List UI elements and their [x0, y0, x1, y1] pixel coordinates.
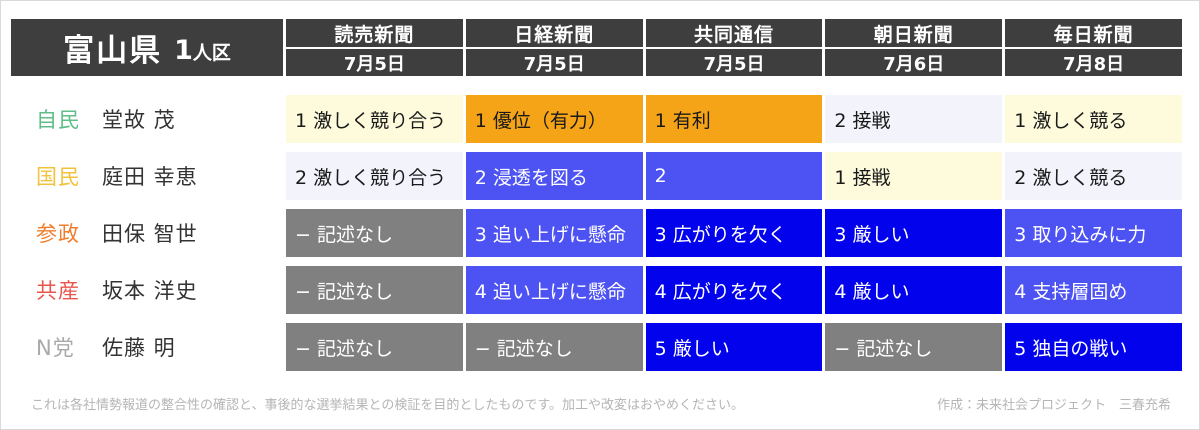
party-label: 国民	[36, 165, 80, 189]
paper-name: 毎日新聞	[1005, 19, 1182, 47]
prefecture-name: 富山県	[63, 33, 163, 69]
rating-cell: 4 厳しい	[825, 266, 1003, 314]
rating-cell: − 記述なし	[286, 266, 463, 314]
survey-date: 7月5日	[286, 49, 463, 76]
survey-date: 7月5日	[645, 49, 823, 76]
rating-cell: 3 追い上げに懸命	[465, 209, 643, 257]
party-label: 自民	[36, 108, 80, 132]
column-header-yomiuri: 読売新聞 7月5日	[286, 19, 463, 76]
rating-cell: 3 取り込みに力	[1005, 209, 1182, 257]
party-label: 共産	[36, 279, 80, 303]
ratings-grid: 自民 堂故 茂 1 激しく競り合う 1 優位（有力） 1 有利 2 接戦 1 激…	[11, 95, 1182, 371]
rating-cell: 5 独自の戦い	[1005, 323, 1182, 371]
column-header-kyodo: 共同通信 7月5日	[645, 19, 823, 76]
rating-cell: 2 浸透を図る	[465, 152, 643, 200]
column-header-nikkei: 日経新聞 7月5日	[465, 19, 643, 76]
candidate-row-label: 国民 庭田 幸恵	[11, 152, 283, 200]
candidate-row-label: 参政 田保 智世	[11, 209, 283, 257]
candidate-name: 坂本 洋史	[102, 279, 198, 303]
district-title: 富山県 1人区	[11, 19, 283, 76]
rating-cell: 2 激しく競る	[1005, 152, 1182, 200]
table-header-row: 富山県 1人区 読売新聞 7月5日 日経新聞 7月5日 共同通信 7月5日 朝日…	[11, 19, 1182, 76]
candidate-row-label: N党 佐藤 明	[11, 323, 283, 371]
candidate-name: 佐藤 明	[102, 336, 176, 360]
survey-date: 7月8日	[1005, 49, 1182, 76]
column-header-asahi: 朝日新聞 7月6日	[825, 19, 1003, 76]
rating-cell: 5 厳しい	[645, 323, 823, 371]
rating-cell: − 記述なし	[286, 209, 463, 257]
rating-cell: 2 接戦	[825, 95, 1003, 143]
district-label: 1人区	[174, 35, 231, 66]
rating-cell: 1 接戦	[825, 152, 1003, 200]
rating-cell: − 記述なし	[286, 323, 463, 371]
footer: これは各社情勢報道の整合性の確認と、事後的な選挙結果との検証を目的としたものです…	[31, 394, 1171, 413]
paper-name: 読売新聞	[286, 19, 463, 47]
paper-name: 共同通信	[645, 19, 823, 47]
party-label: 参政	[36, 222, 80, 246]
footer-note: これは各社情勢報道の整合性の確認と、事後的な選挙結果との検証を目的としたものです…	[31, 398, 745, 413]
candidate-row-label: 自民 堂故 茂	[11, 95, 283, 143]
rating-cell: 4 支持層固め	[1005, 266, 1182, 314]
rating-cell: 2 激しく競り合う	[286, 152, 463, 200]
credit-note: 作成：未来社会プロジェクト 三春充希	[936, 398, 1171, 413]
rating-cell: 3 厳しい	[825, 209, 1003, 257]
district-title-wrap: 富山県 1人区	[11, 19, 283, 76]
rating-cell: 4 追い上げに懸命	[465, 266, 643, 314]
candidate-name: 堂故 茂	[102, 108, 176, 132]
candidate-row-label: 共産 坂本 洋史	[11, 266, 283, 314]
rating-cell: 1 優位（有力）	[465, 95, 643, 143]
rating-cell: − 記述なし	[825, 323, 1003, 371]
rating-cell: 2	[645, 152, 823, 200]
rating-cell: 1 有利	[645, 95, 823, 143]
rating-cell: 1 激しく競り合う	[286, 95, 463, 143]
column-header-mainichi: 毎日新聞 7月8日	[1005, 19, 1182, 76]
rating-cell: 1 激しく競る	[1005, 95, 1182, 143]
candidate-name: 田保 智世	[102, 222, 198, 246]
survey-date: 7月6日	[825, 49, 1003, 76]
paper-name: 朝日新聞	[825, 19, 1003, 47]
candidate-name: 庭田 幸恵	[102, 165, 198, 189]
survey-date: 7月5日	[465, 49, 643, 76]
paper-name: 日経新聞	[465, 19, 643, 47]
rating-cell: 3 広がりを欠く	[645, 209, 823, 257]
rating-cell: − 記述なし	[465, 323, 643, 371]
rating-cell: 4 広がりを欠く	[645, 266, 823, 314]
party-label: N党	[36, 336, 75, 360]
